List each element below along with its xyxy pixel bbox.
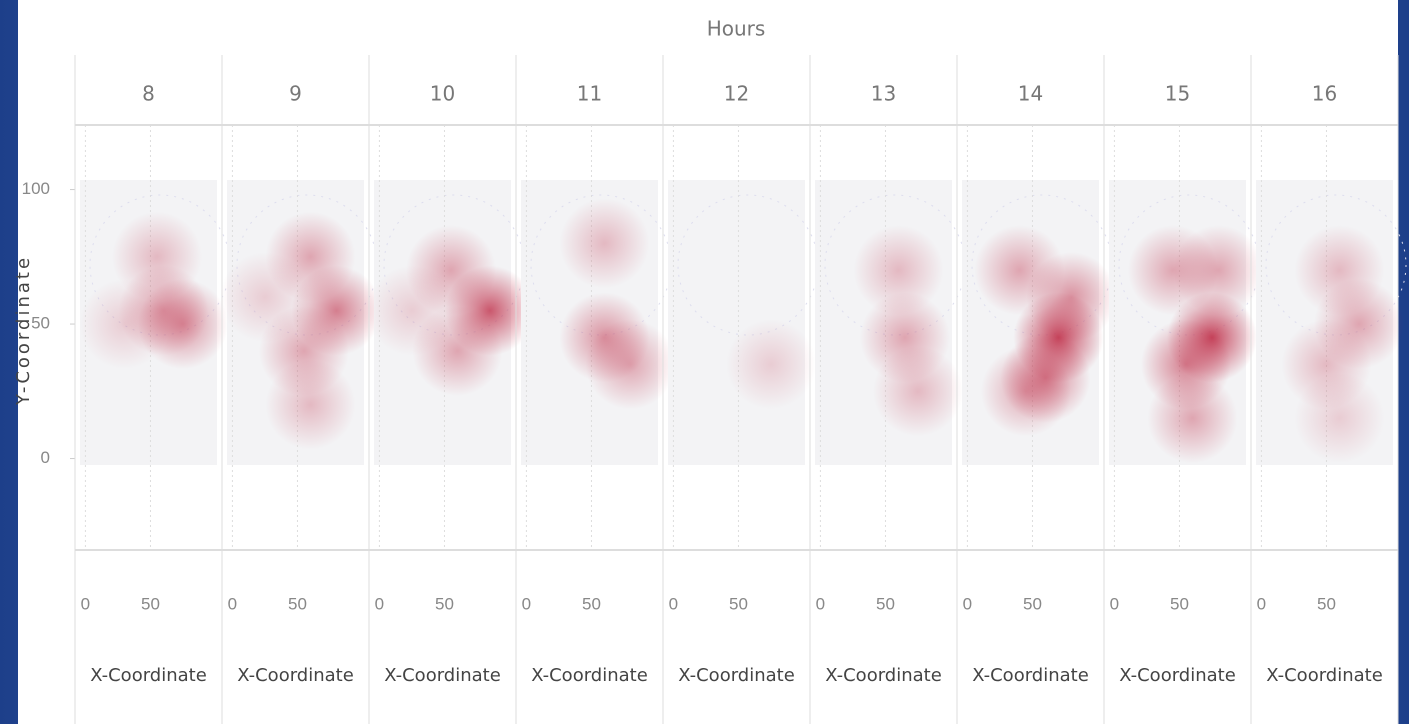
- x-tick-label: 50: [582, 594, 601, 613]
- y-tick-label: 50: [31, 314, 50, 333]
- x-tick-label: 0: [816, 594, 825, 613]
- density-spot: [585, 319, 675, 409]
- y-tick-label: 0: [41, 448, 50, 467]
- x-tick-label: 0: [375, 594, 384, 613]
- x-tick-label: 50: [141, 594, 160, 613]
- panel-header: 12: [724, 82, 749, 106]
- x-axis-label: X-Coordinate: [531, 665, 648, 686]
- panel-header: 10: [430, 82, 455, 106]
- panel-header: 9: [289, 82, 302, 106]
- density-spot: [726, 319, 816, 409]
- panel-header: 14: [1018, 82, 1043, 106]
- density-spot: [981, 346, 1071, 436]
- x-axis-label: X-Coordinate: [972, 665, 1089, 686]
- x-tick-label: 0: [669, 594, 678, 613]
- density-spot: [79, 279, 169, 369]
- x-tick-label: 0: [1110, 594, 1119, 613]
- x-axis-label: X-Coordinate: [1119, 665, 1236, 686]
- x-axis-label: X-Coordinate: [384, 665, 501, 686]
- chart: Hours Y-Coordinate 0501008050X-Coordinat…: [0, 0, 1409, 724]
- panel-header: 13: [871, 82, 896, 106]
- panel-header: 15: [1165, 82, 1190, 106]
- x-axis-label: X-Coordinate: [678, 665, 795, 686]
- x-axis-label: X-Coordinate: [825, 665, 942, 686]
- density-spot: [265, 360, 355, 450]
- density-spot: [220, 252, 310, 342]
- x-tick-label: 50: [729, 594, 748, 613]
- x-tick-label: 50: [435, 594, 454, 613]
- density-spot: [1294, 373, 1384, 463]
- x-tick-label: 0: [1257, 594, 1266, 613]
- density-spot: [1147, 373, 1237, 463]
- y-tick-label: 100: [22, 179, 50, 198]
- panel-header: 11: [577, 82, 602, 106]
- x-axis-label: X-Coordinate: [1266, 665, 1383, 686]
- x-tick-label: 50: [1317, 594, 1336, 613]
- x-axis-label: X-Coordinate: [237, 665, 354, 686]
- x-tick-label: 50: [1170, 594, 1189, 613]
- x-tick-label: 0: [522, 594, 531, 613]
- x-tick-label: 50: [876, 594, 895, 613]
- x-tick-label: 50: [1023, 594, 1042, 613]
- x-tick-label: 0: [963, 594, 972, 613]
- x-tick-label: 0: [228, 594, 237, 613]
- x-tick-label: 50: [288, 594, 307, 613]
- column-header-title: Hours: [707, 17, 766, 41]
- x-axis-label: X-Coordinate: [90, 665, 207, 686]
- density-spot: [559, 198, 649, 288]
- panel-header: 16: [1312, 82, 1337, 106]
- density-spot: [1026, 252, 1116, 342]
- x-tick-label: 0: [81, 594, 90, 613]
- density-spot: [873, 346, 963, 436]
- density-spot: [367, 266, 457, 356]
- density-spot: [1173, 225, 1263, 315]
- panel-header: 8: [142, 82, 155, 106]
- page: {"chart_data": {"type": "density", "titl…: [0, 0, 1409, 724]
